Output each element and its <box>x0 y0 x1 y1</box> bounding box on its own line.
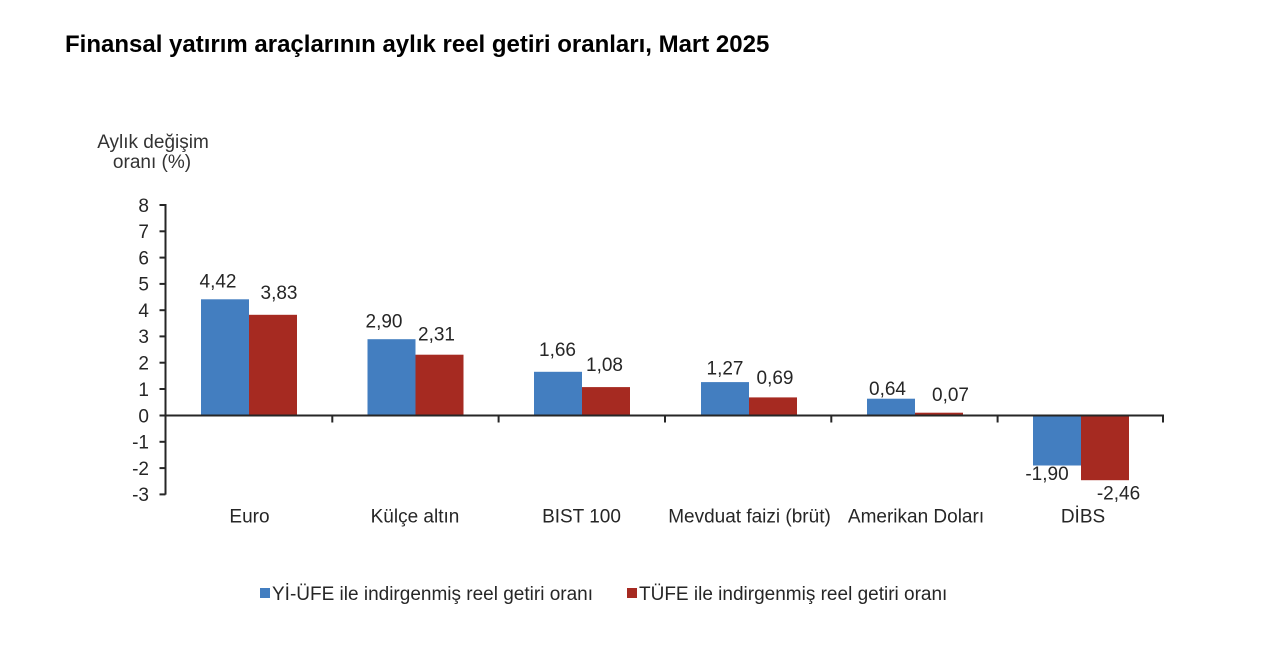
svg-text:6: 6 <box>138 248 149 269</box>
svg-text:5: 5 <box>138 275 149 296</box>
svg-text:1,27: 1,27 <box>707 359 744 380</box>
svg-text:7: 7 <box>138 222 149 243</box>
svg-text:-3: -3 <box>132 485 149 506</box>
svg-text:-2,46: -2,46 <box>1097 484 1140 505</box>
svg-text:0,69: 0,69 <box>757 368 794 389</box>
svg-text:-2: -2 <box>132 459 149 480</box>
svg-text:2,31: 2,31 <box>418 325 455 346</box>
svg-text:Amerikan Doları: Amerikan Doları <box>848 507 984 528</box>
svg-text:4,42: 4,42 <box>200 272 237 293</box>
svg-text:Finansal yatırım araçlarının a: Finansal yatırım araçlarının aylık reel … <box>65 31 769 58</box>
svg-text:3,83: 3,83 <box>261 283 298 304</box>
svg-text:-1: -1 <box>132 433 149 454</box>
svg-text:2,90: 2,90 <box>366 312 403 333</box>
svg-text:0,07: 0,07 <box>932 385 969 406</box>
svg-text:TÜFE ile indirgenmiş reel geti: TÜFE ile indirgenmiş reel getiri oranı <box>639 584 947 605</box>
svg-text:3: 3 <box>138 327 149 348</box>
svg-text:Aylık değişim: Aylık değişim <box>97 132 209 153</box>
svg-text:8: 8 <box>138 196 149 217</box>
svg-text:oranı (%): oranı (%) <box>113 152 191 173</box>
svg-text:1,66: 1,66 <box>539 340 576 361</box>
svg-text:BIST 100: BIST 100 <box>542 507 621 528</box>
svg-text:4: 4 <box>138 301 149 322</box>
svg-text:DİBS: DİBS <box>1061 507 1105 528</box>
svg-text:2: 2 <box>138 354 149 375</box>
svg-text:Yİ-ÜFE ile indirgenmiş reel ge: Yİ-ÜFE ile indirgenmiş reel getiri oranı <box>272 584 593 605</box>
svg-text:0,64: 0,64 <box>869 379 906 400</box>
svg-text:Mevduat faizi (brüt): Mevduat faizi (brüt) <box>668 507 831 528</box>
svg-text:Euro: Euro <box>229 507 269 528</box>
svg-text:1,08: 1,08 <box>586 355 623 376</box>
svg-text:-1,90: -1,90 <box>1025 464 1068 485</box>
svg-text:1: 1 <box>138 380 149 401</box>
svg-text:0: 0 <box>138 406 149 427</box>
svg-text:Külçe altın: Külçe altın <box>371 507 460 528</box>
